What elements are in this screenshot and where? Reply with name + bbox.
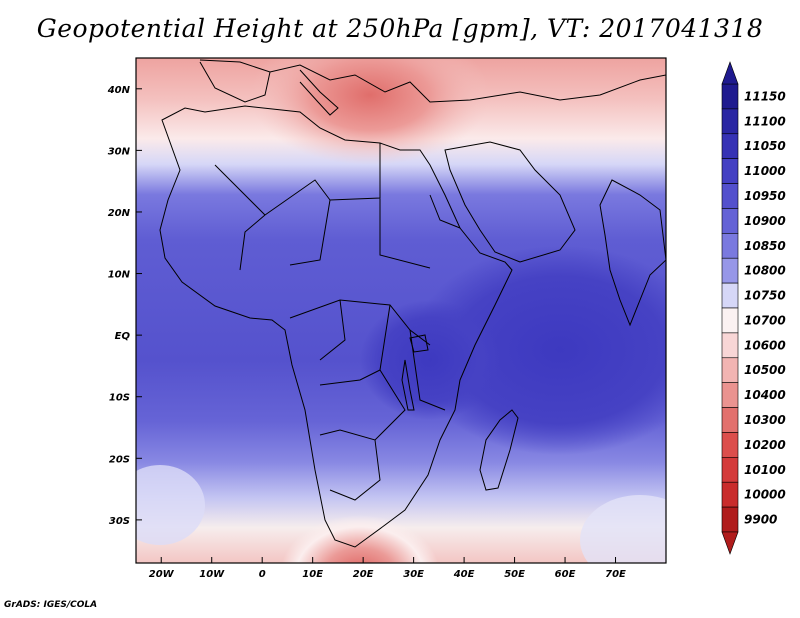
colorbar-swatch <box>721 432 739 458</box>
lon-tick-label: 30E <box>403 569 424 580</box>
africa-coastline <box>159 105 513 548</box>
iberia-coastline <box>199 61 271 103</box>
colorbar: 11150 11100 11050 11000 10950 10900 10850 10800… <box>721 61 786 555</box>
colorbar-swatch <box>721 457 739 483</box>
colorbar-swatch <box>721 208 739 234</box>
lon-tick-label: 50E <box>504 569 525 580</box>
colorbar-label: 10750 <box>744 289 786 303</box>
lat-tick-label: 40N <box>107 85 131 96</box>
plot-frame <box>135 57 667 564</box>
italy-coastline <box>299 69 339 116</box>
madagascar-coastline <box>479 409 519 491</box>
lake-tanganyika <box>401 359 415 411</box>
colorbar-label: 10300 <box>744 413 786 427</box>
colorbar-label: 10900 <box>744 214 786 228</box>
lon-tick-label: 60E <box>555 569 576 580</box>
colorbar-label: 11000 <box>744 164 786 178</box>
colorbar-swatch <box>721 357 739 383</box>
lat-tick-label: 30S <box>109 516 130 527</box>
colorbar-swatch <box>721 108 739 135</box>
colorbar-swatch <box>721 83 739 110</box>
colorbar-label: 10500 <box>744 363 786 377</box>
lon-tick-label: 20W <box>149 569 175 580</box>
colorbar-swatch <box>721 407 739 433</box>
longitude-axis: 20W 10W 0 10E 20E 30E 40E 50E 60E 70E <box>149 557 626 580</box>
lon-tick-label: 10W <box>199 569 225 580</box>
colorbar-label: 10400 <box>744 388 786 402</box>
coastlines <box>159 59 666 548</box>
lon-tick-label: 40E <box>453 569 475 580</box>
lat-tick-label: 10N <box>108 270 131 281</box>
lon-tick-label: 70E <box>605 569 626 580</box>
colorbar-label: 10100 <box>744 463 786 477</box>
europe-coastline <box>199 59 666 103</box>
grads-credit: GrADS: IGES/COLA <box>4 600 98 610</box>
lake-victoria <box>409 334 429 353</box>
lat-tick-label: EQ <box>115 331 131 342</box>
india-coastline <box>599 179 666 327</box>
colorbar-min-arrow <box>721 531 739 555</box>
colorbar-label: 10200 <box>744 438 786 452</box>
colorbar-label: 10000 <box>744 488 786 502</box>
colorbar-label: 10700 <box>744 313 786 327</box>
colorbar-swatch <box>721 481 739 508</box>
colorbar-label: 11150 <box>744 89 786 103</box>
colorbar-label: 10800 <box>744 264 786 278</box>
lon-tick-label: 20E <box>353 569 374 580</box>
lon-tick-label: 10E <box>302 569 323 580</box>
lat-tick-label: 20S <box>109 454 130 465</box>
colorbar-label: 10850 <box>744 239 786 253</box>
colorbar-swatch <box>721 307 739 334</box>
lat-tick-label: 30N <box>108 146 131 157</box>
colorbar-swatch <box>721 133 739 159</box>
colorbar-label: 10600 <box>744 338 786 352</box>
lat-tick-label: 20N <box>108 208 131 219</box>
colorbar-max-arrow <box>721 61 739 85</box>
colorbar-swatch <box>721 332 739 359</box>
colorbar-label: 9900 <box>744 513 777 527</box>
arabia-coastline <box>444 141 576 263</box>
colorbar-swatch <box>721 257 739 284</box>
borders-north <box>214 143 461 271</box>
colorbar-label: 11050 <box>744 139 786 153</box>
lon-tick-label: 0 <box>259 569 266 580</box>
colorbar-swatch <box>721 158 739 184</box>
borders-central <box>289 299 446 501</box>
map-title: Geopotential Height at 250hPa [gpm], VT:… <box>36 14 764 43</box>
colorbar-swatch <box>721 233 739 259</box>
contour-field <box>136 58 666 563</box>
colorbar-label: 11100 <box>744 114 786 128</box>
lat-tick-label: 10S <box>109 393 130 404</box>
colorbar-swatch <box>721 382 739 408</box>
colorbar-swatch <box>721 282 739 309</box>
colorbar-swatch <box>721 183 739 209</box>
colorbar-swatch <box>721 506 739 533</box>
colorbar-label: 10950 <box>744 189 786 203</box>
latitude-axis: 40N 30N 20N 10N EQ 10S 20S 30S <box>107 85 142 527</box>
